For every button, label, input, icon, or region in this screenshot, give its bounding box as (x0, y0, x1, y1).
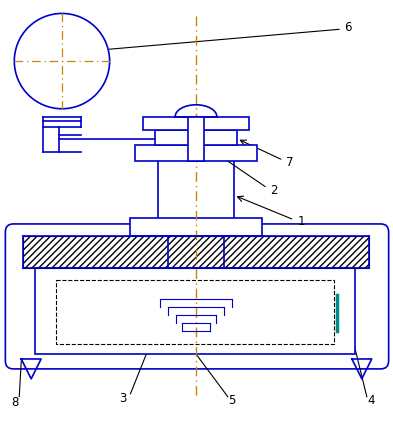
Bar (155, 129, 237, 145)
Bar (35, 267, 355, 354)
Bar (136, 145, 257, 161)
Bar (23, 236, 369, 267)
Text: 2: 2 (270, 184, 278, 197)
Text: 1: 1 (297, 215, 305, 228)
Bar (56, 280, 334, 344)
Text: 7: 7 (286, 156, 294, 169)
Bar (188, 117, 204, 161)
Bar (143, 117, 249, 129)
Text: 6: 6 (344, 21, 351, 34)
Bar (158, 160, 234, 236)
Text: 5: 5 (228, 394, 235, 407)
Text: 4: 4 (367, 394, 375, 407)
Text: 8: 8 (12, 396, 19, 409)
Circle shape (14, 13, 110, 109)
Text: 3: 3 (119, 392, 126, 405)
FancyBboxPatch shape (6, 224, 389, 369)
Bar (130, 218, 261, 236)
